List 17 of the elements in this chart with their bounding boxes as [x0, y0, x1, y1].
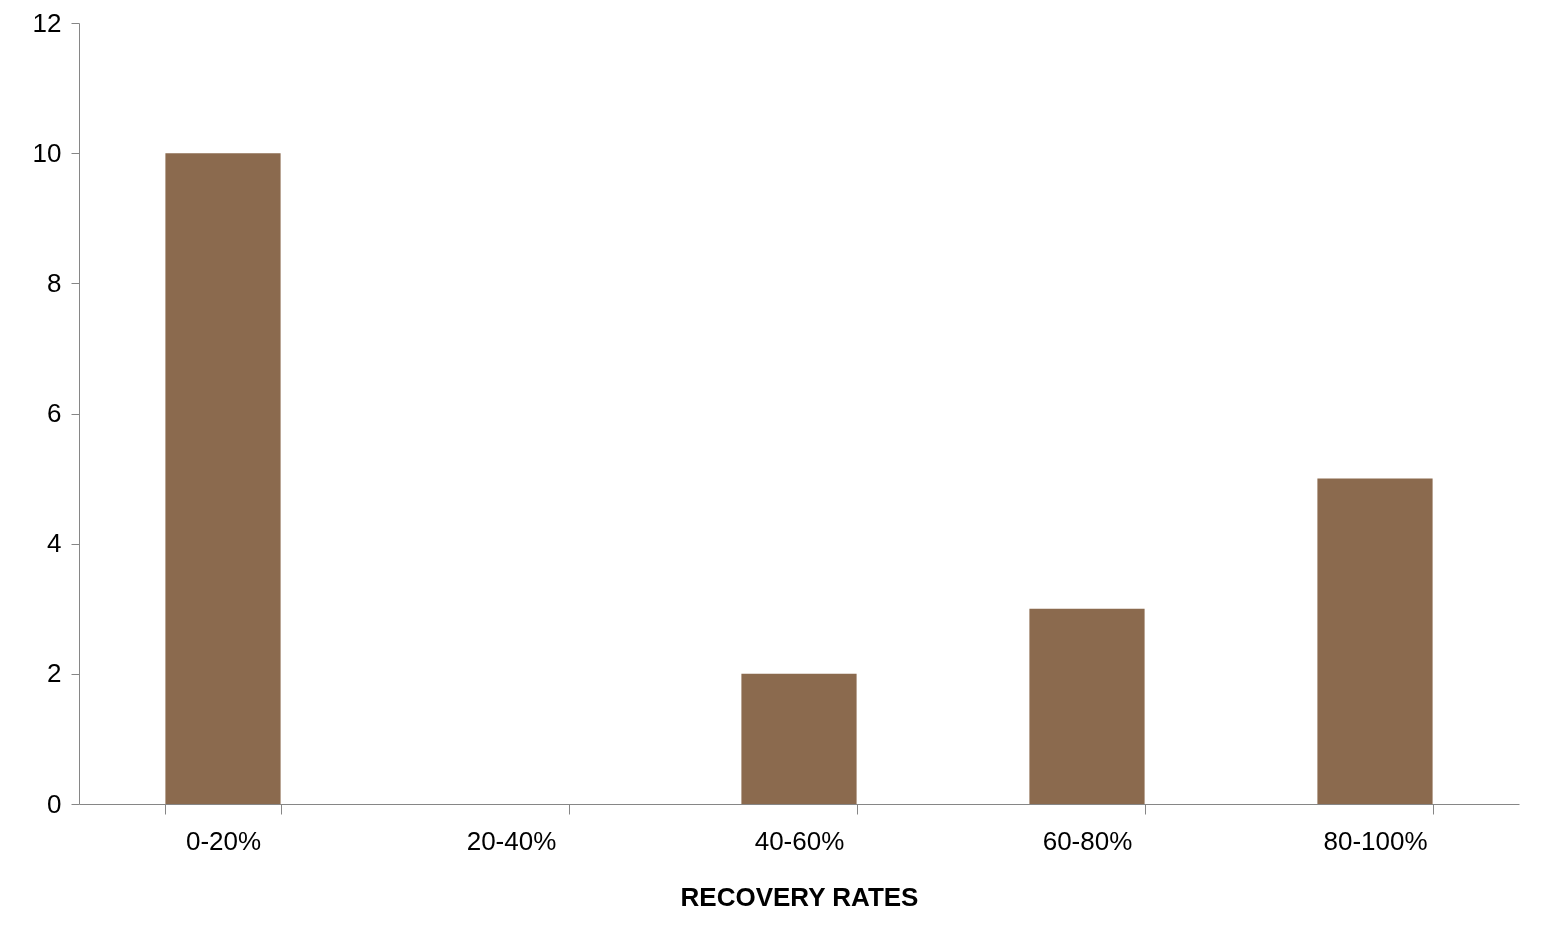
y-tick-label: 6 [47, 398, 62, 428]
y-tick-label: 12 [32, 7, 62, 38]
x-tick-label: 60-80% [1042, 825, 1133, 856]
y-tick-label: 10 [32, 137, 62, 168]
x-tick-label: 0-20% [185, 825, 262, 856]
x-tick-label: 20-40% [466, 825, 557, 856]
bar [1029, 608, 1145, 804]
y-tick-label: 8 [47, 267, 62, 298]
bar [1317, 478, 1433, 804]
x-axis-title: RECOVERY RATES [680, 881, 919, 912]
y-tick-label: 2 [47, 658, 62, 689]
y-tick-label: 4 [47, 528, 62, 559]
bar [165, 153, 281, 804]
x-tick-label: 40-60% [754, 825, 845, 856]
y-tick-label: 0 [47, 788, 62, 819]
bar [741, 673, 857, 804]
x-tick-label: 80-100% [1323, 825, 1428, 856]
